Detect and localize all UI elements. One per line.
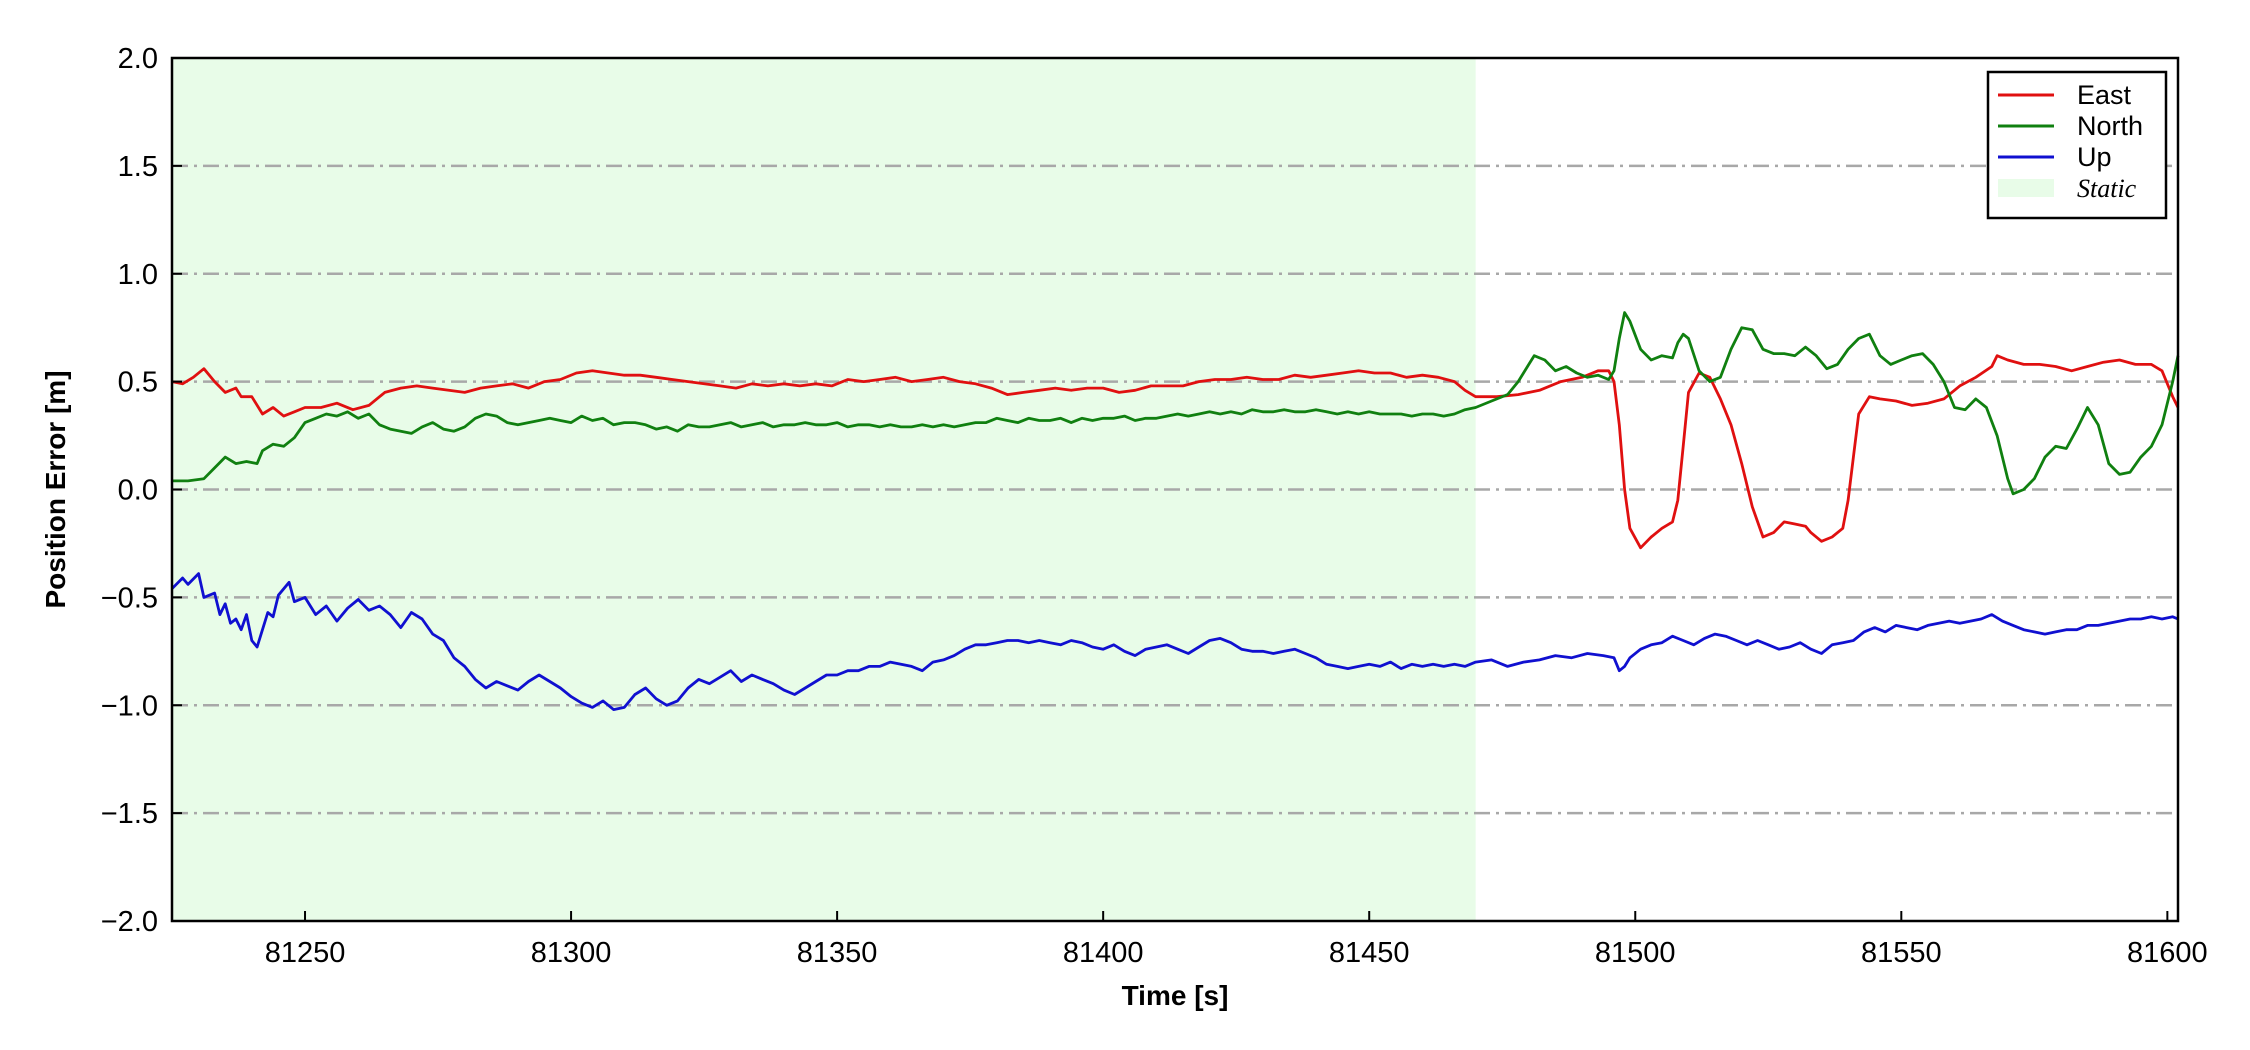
x-tick-label: 81500	[1595, 937, 1676, 969]
y-axis-label: Position Error [m]	[40, 370, 71, 608]
y-tick-label: −1.5	[101, 798, 158, 830]
series-lines	[171, 311, 2180, 711]
y-tick-label: 0.5	[118, 367, 158, 399]
grid-lines	[172, 164, 2178, 815]
y-tick-label: 0.0	[118, 475, 158, 507]
x-tick-label: 81250	[265, 937, 346, 969]
x-tick-label: 81600	[2127, 937, 2208, 969]
x-tick-label: 81300	[531, 937, 612, 969]
legend-label-static: Static	[2077, 174, 2137, 203]
x-tick-label: 81450	[1329, 937, 1410, 969]
legend-label-up: Up	[2077, 142, 2112, 172]
series-line-up	[171, 572, 2179, 711]
series-line-north	[172, 311, 2180, 496]
y-tick-label: 1.5	[118, 151, 158, 183]
y-tick-label: 1.0	[118, 259, 158, 291]
x-tick-label: 81350	[797, 937, 878, 969]
y-axis-ticks: −2.0 −1.5 −1.0 −0.5 0.0 0.5 1.0 1.5 2.0	[101, 43, 182, 938]
legend-swatch-static	[1998, 179, 2054, 197]
y-tick-label: −2.0	[101, 906, 158, 938]
x-axis-ticks: 81250 81300 81350 81400 81450 81500 81550 81600	[265, 911, 2208, 969]
legend-label-east: East	[2077, 80, 2132, 110]
x-tick-label: 81550	[1861, 937, 1942, 969]
x-axis-label: Time [s]	[1122, 980, 1229, 1011]
y-tick-label: 2.0	[118, 43, 158, 75]
legend-label-north: North	[2077, 111, 2143, 141]
y-tick-label: −1.0	[101, 690, 158, 722]
series-line-east	[171, 354, 2180, 550]
y-tick-label: −0.5	[101, 582, 158, 614]
x-tick-label: 81400	[1063, 937, 1144, 969]
